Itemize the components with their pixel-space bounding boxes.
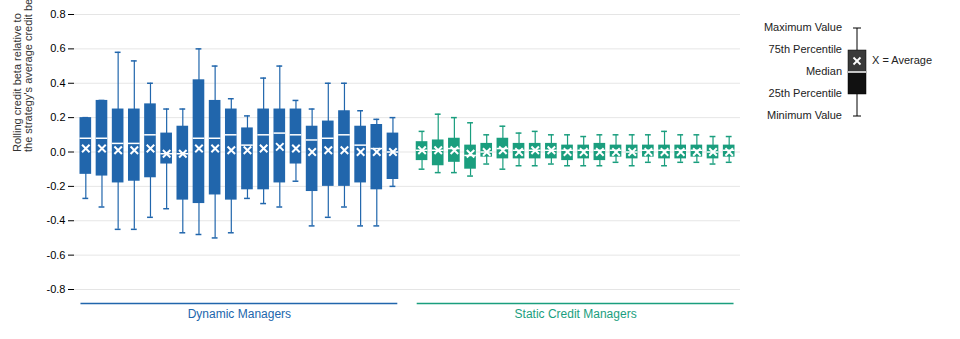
svg-text:75th Percentile: 75th Percentile [769,43,842,55]
svg-text:Maximum Value: Maximum Value [764,21,842,33]
svg-text:-0.4: -0.4 [47,214,66,226]
svg-text:0.2: 0.2 [50,111,65,123]
svg-text:Dynamic Managers: Dynamic Managers [188,307,291,321]
svg-text:Minimum Value: Minimum Value [767,109,842,121]
svg-text:0.4: 0.4 [50,77,65,89]
svg-text:X = Average: X = Average [872,54,932,66]
svg-text:Rolling credit beta relative t: Rolling credit beta relative tothe strat… [11,0,34,152]
svg-text:25th Percentile: 25th Percentile [769,87,842,99]
svg-text:-0.2: -0.2 [47,180,66,192]
svg-text:0.0: 0.0 [50,146,65,158]
svg-text:-0.8: -0.8 [47,283,66,295]
svg-text:-0.6: -0.6 [47,249,66,261]
svg-text:0.6: 0.6 [50,42,65,54]
svg-text:Median: Median [806,65,842,77]
svg-text:0.8: 0.8 [50,8,65,20]
svg-text:Static Credit Managers: Static Credit Managers [515,307,637,321]
